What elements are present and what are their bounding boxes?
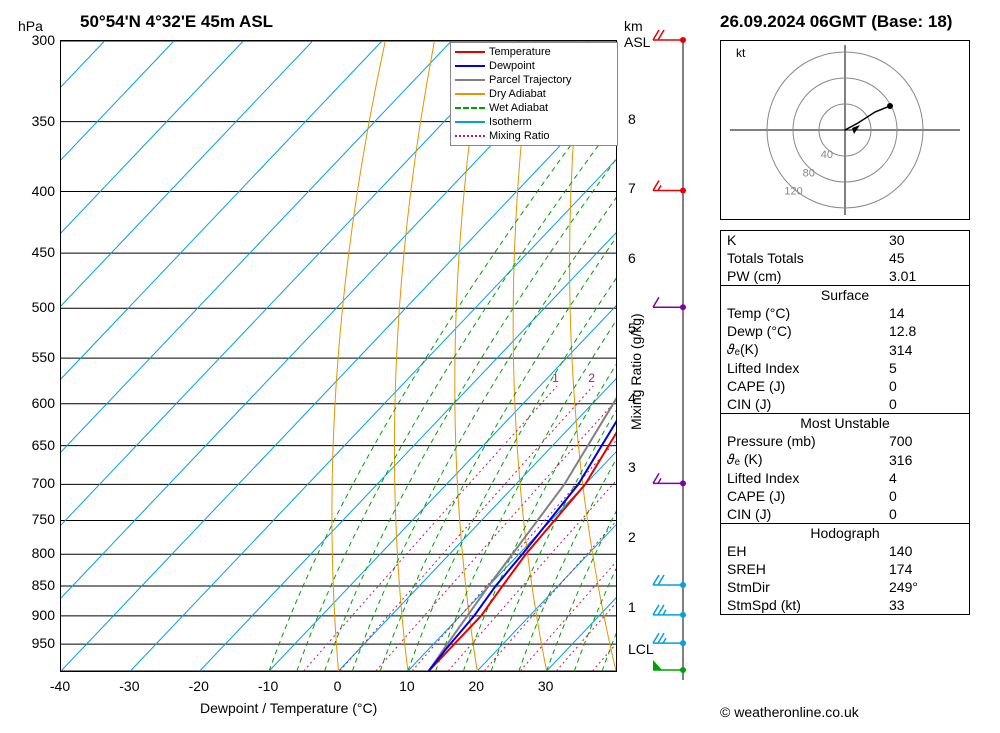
stats-row: K30 [721, 231, 970, 250]
stats-row: Pressure (mb)700 [721, 432, 970, 450]
date-title: 26.09.2024 06GMT (Base: 18) [720, 12, 952, 32]
lcl-label: LCL [628, 641, 654, 657]
stats-row: Lifted Index4 [721, 469, 970, 487]
stats-table: K30Totals Totals45PW (cm)3.01SurfaceTemp… [720, 230, 970, 615]
temperature-tick: 10 [387, 678, 427, 694]
pressure-tick: 300 [15, 32, 55, 48]
temperature-tick: -40 [40, 678, 80, 694]
altitude-tick: 5 [628, 320, 636, 336]
altitude-tick: 6 [628, 250, 636, 266]
temperature-tick: -30 [109, 678, 149, 694]
stats-row: PW (cm)3.01 [721, 267, 970, 286]
wind-barb-column [668, 40, 698, 710]
x-axis-label: Dewpoint / Temperature (°C) [200, 700, 377, 716]
pressure-tick: 850 [15, 577, 55, 593]
altitude-tick: 2 [628, 529, 636, 545]
pressure-tick: 750 [15, 511, 55, 527]
pressure-tick: 400 [15, 183, 55, 199]
legend-item: Mixing Ratio [453, 129, 615, 143]
stats-section-header: Hodograph [721, 524, 970, 543]
svg-text:1: 1 [552, 371, 559, 385]
pressure-tick: 900 [15, 607, 55, 623]
altitude-tick: 1 [628, 599, 636, 615]
stats-row: CAPE (J)0 [721, 377, 970, 395]
legend-item: Dewpoint [453, 59, 615, 73]
stats-row: Dewp (°C)12.8 [721, 322, 970, 340]
pressure-tick: 550 [15, 349, 55, 365]
hodograph-svg: 40 80120 [720, 40, 970, 220]
svg-text:120: 120 [784, 186, 802, 198]
altitude-tick: 3 [628, 459, 636, 475]
svg-text:80: 80 [803, 167, 815, 179]
temperature-tick: 20 [456, 678, 496, 694]
pressure-tick: 650 [15, 437, 55, 453]
temperature-tick: -20 [179, 678, 219, 694]
pressure-tick: 950 [15, 635, 55, 651]
altitude-tick: 8 [628, 111, 636, 127]
svg-text:40: 40 [821, 149, 833, 161]
y-unit-km: km [624, 18, 643, 34]
temperature-tick: 0 [318, 678, 358, 694]
stats-row: Temp (°C)14 [721, 304, 970, 322]
pressure-tick: 350 [15, 113, 55, 129]
altitude-tick: 7 [628, 180, 636, 196]
pressure-tick: 700 [15, 475, 55, 491]
temperature-tick: -10 [248, 678, 288, 694]
legend-item: Parcel Trajectory [453, 73, 615, 87]
stats-row: StmSpd (kt)33 [721, 596, 970, 615]
stats-row: Totals Totals45 [721, 249, 970, 267]
legend-item: Isotherm [453, 115, 615, 129]
legend-item: Dry Adiabat [453, 87, 615, 101]
legend-item: Temperature [453, 45, 615, 59]
legend-item: Wet Adiabat [453, 101, 615, 115]
legend: TemperatureDewpointParcel TrajectoryDry … [450, 42, 618, 146]
altitude-tick: 4 [628, 390, 636, 406]
pressure-tick: 600 [15, 395, 55, 411]
stats-row: 𝜗ₑ(K)314 [721, 340, 970, 359]
pressure-tick: 450 [15, 244, 55, 260]
svg-text:2: 2 [588, 371, 595, 385]
y-unit-asl: ASL [624, 34, 650, 50]
attribution: © weatheronline.co.uk [720, 704, 859, 720]
wind-barb-svg [668, 40, 698, 710]
stats-row: StmDir249° [721, 578, 970, 596]
location-title: 50°54'N 4°32'E 45m ASL [80, 12, 273, 32]
stats-section-header: Surface [721, 286, 970, 305]
stats-row: Lifted Index5 [721, 359, 970, 377]
stats-row: EH140 [721, 542, 970, 560]
pressure-tick: 500 [15, 299, 55, 315]
stats-row: CIN (J)0 [721, 395, 970, 414]
pressure-tick: 800 [15, 545, 55, 561]
stats-row: SREH174 [721, 560, 970, 578]
stats-section-header: Most Unstable [721, 414, 970, 433]
stats-row: CAPE (J)0 [721, 487, 970, 505]
stats-row: CIN (J)0 [721, 505, 970, 524]
hodograph: 40 80120 [720, 40, 970, 220]
stats-row: 𝜗ₑ (K)316 [721, 450, 970, 469]
temperature-tick: 30 [526, 678, 566, 694]
